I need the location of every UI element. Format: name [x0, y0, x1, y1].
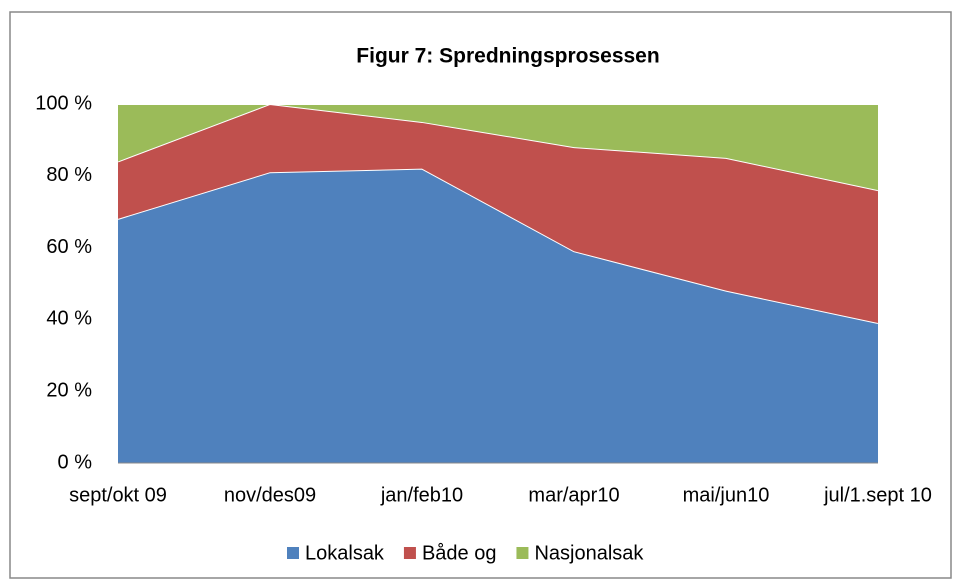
legend-swatch — [516, 547, 529, 559]
x-tick-label: sept/okt 09 — [69, 484, 167, 506]
x-tick-label: jul/1.sept 10 — [823, 484, 932, 506]
y-tick-label: 40 % — [46, 308, 92, 330]
legend-swatch — [403, 547, 416, 559]
legend-label: Lokalsak — [305, 542, 385, 564]
x-tick-label: mai/jun10 — [683, 484, 770, 506]
area — [118, 104, 878, 191]
y-tick-label: 0 % — [58, 451, 93, 473]
x-tick-label: jan/feb10 — [380, 484, 463, 506]
legend-label: Både og — [422, 542, 497, 564]
chart-title: Figur 7: Spredningsprosessen — [356, 45, 659, 68]
legend-label: Nasjonalsak — [534, 542, 644, 564]
x-tick-label: nov/des09 — [224, 484, 316, 506]
area — [118, 168, 878, 463]
area — [118, 104, 878, 323]
y-tick-label: 60 % — [46, 236, 92, 258]
x-tick-label: mar/apr10 — [528, 484, 619, 506]
y-tick-label: 80 % — [46, 164, 92, 186]
y-tick-label: 20 % — [46, 379, 92, 401]
legend-swatch — [287, 547, 299, 559]
y-tick-label: 100 % — [35, 92, 92, 114]
